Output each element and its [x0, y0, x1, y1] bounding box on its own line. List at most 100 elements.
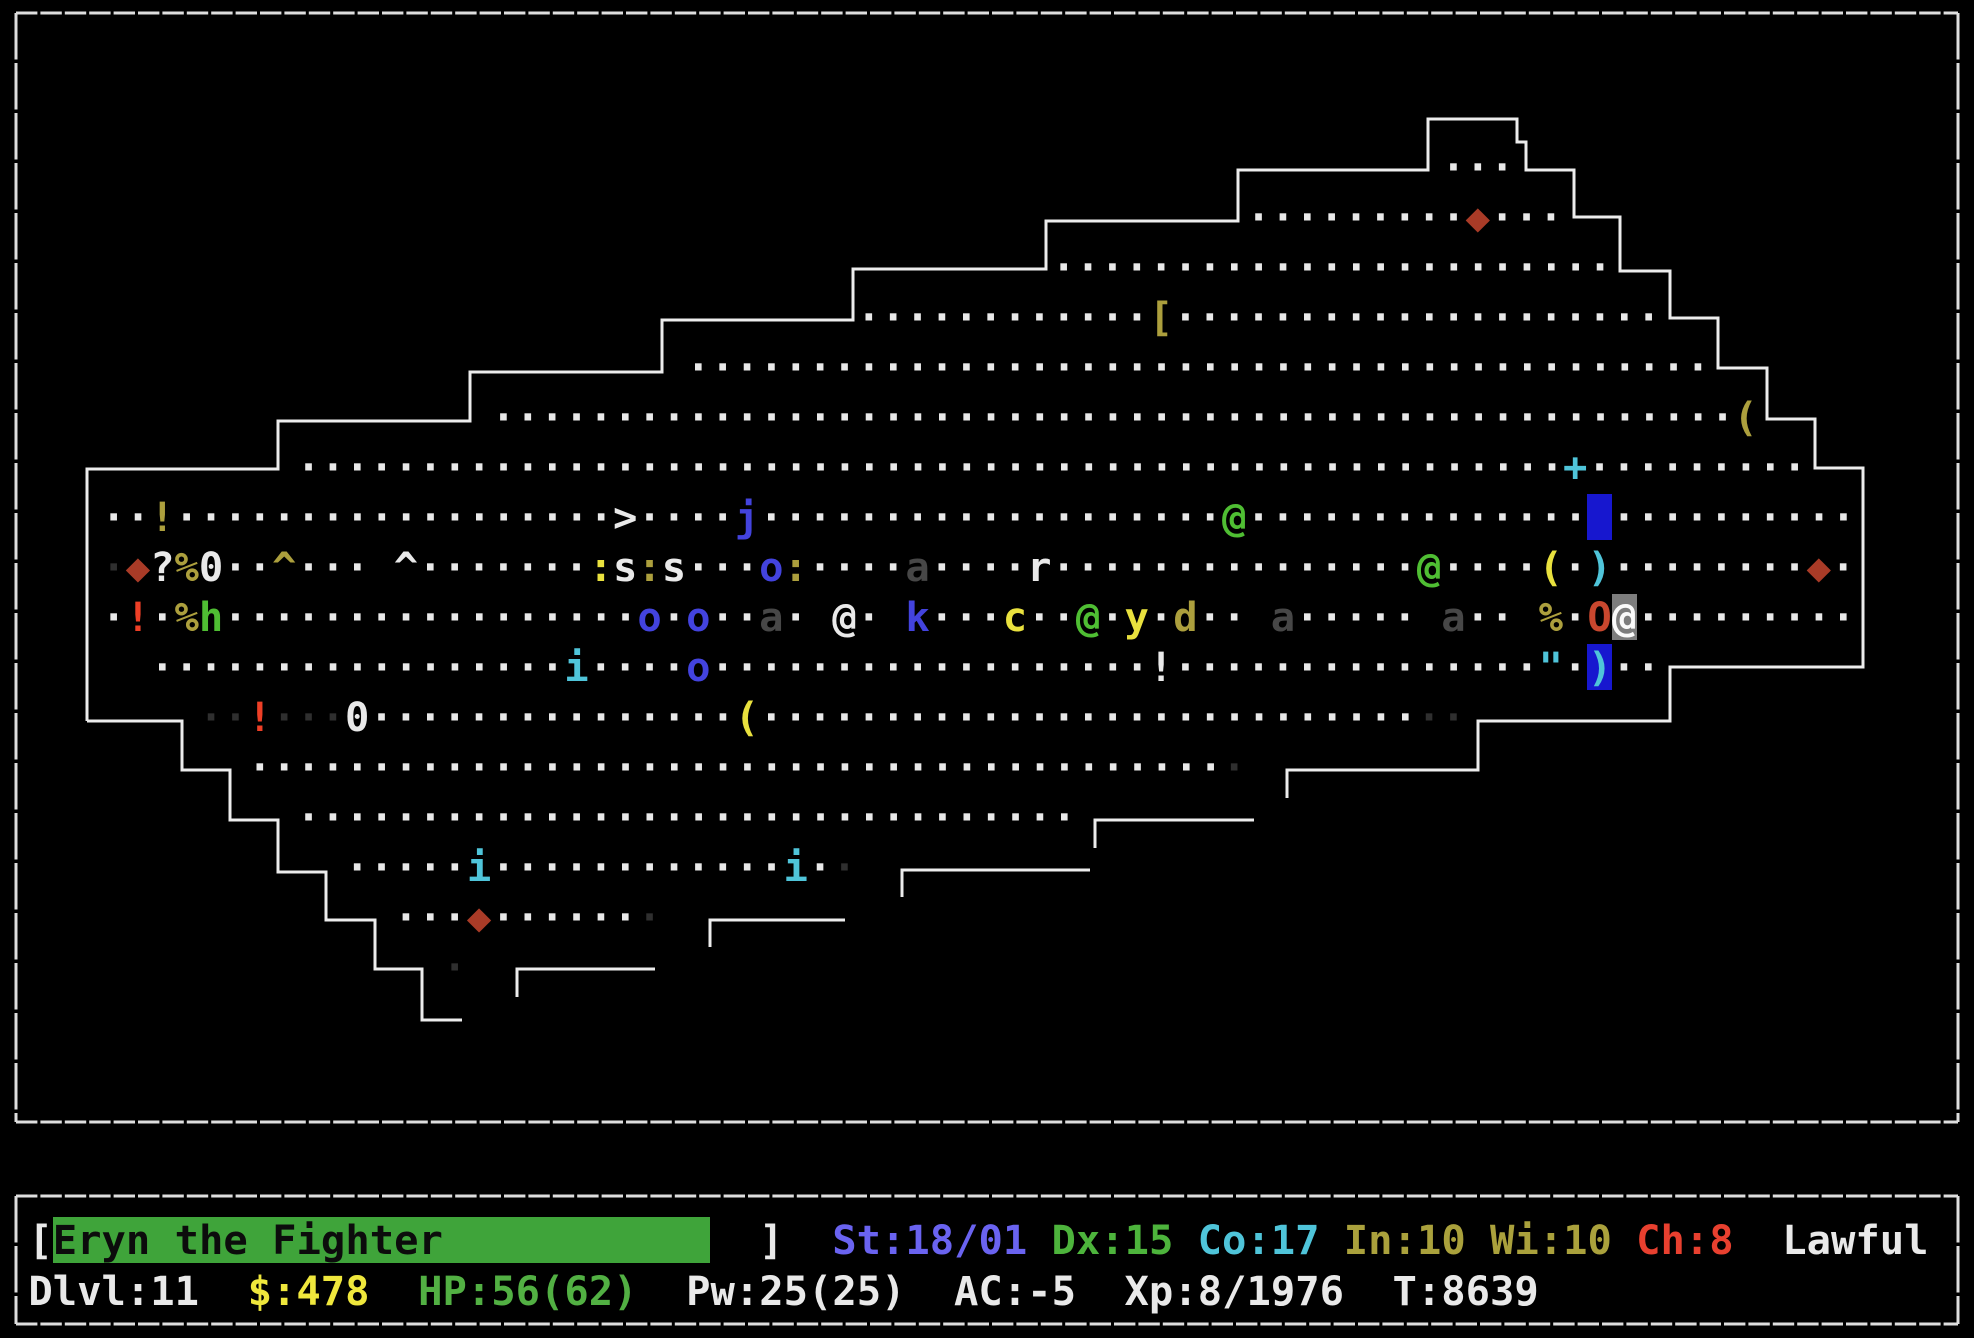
monster-ant: a	[1441, 593, 1466, 641]
armor-class: AC:-5	[954, 1267, 1076, 1315]
map-row: ········································…	[0, 392, 1974, 442]
food-item: %	[1538, 593, 1564, 641]
floor-dots: ·········	[1246, 193, 1466, 241]
map-row: ············[····················	[0, 292, 1974, 342]
floor-dots: ·····	[345, 843, 467, 891]
floor-dots: ··	[1197, 593, 1247, 641]
armor-item: [	[1148, 293, 1174, 341]
floor-dots: ····	[807, 543, 906, 591]
floor-dots: ···	[929, 593, 1003, 641]
floor-dots: ·	[101, 543, 126, 591]
gem-diamond: ◆	[1465, 193, 1490, 241]
floor-dots: ···············	[1051, 543, 1418, 591]
floor-dots: ································	[296, 793, 1077, 841]
floor-dots: ··	[1611, 643, 1661, 691]
floor-dots: ············	[491, 843, 784, 891]
floor-dots: ·	[150, 593, 175, 641]
floor-dots: ···	[296, 543, 370, 591]
trap: ^	[271, 543, 297, 591]
floor-dots: ···	[271, 693, 346, 741]
floor-dots: ···	[393, 893, 467, 941]
alignment: Lawful	[1782, 1216, 1929, 1264]
floor-dots: ·	[661, 593, 687, 641]
monster-lizard: :	[637, 543, 662, 591]
floor-dots: ·	[1148, 593, 1174, 641]
potion-item: !	[247, 693, 272, 741]
map-row: ···	[0, 142, 1974, 192]
monster-spider: s	[661, 543, 687, 591]
floor-dots: ··	[1465, 593, 1515, 641]
floor-dots: ····	[929, 543, 1028, 591]
potion-item: !	[125, 593, 151, 641]
floor-dots: ·	[1100, 593, 1125, 641]
floor-dots: ··················	[710, 643, 1150, 691]
dungeon-level: Dlvl:11	[28, 1267, 200, 1315]
floor-dots: ·	[807, 843, 833, 891]
floor-dots: ·	[637, 893, 662, 941]
floor-dots: ···············	[1173, 643, 1540, 691]
floor-dots: ····	[637, 493, 735, 541]
map-row: ········································…	[0, 742, 1974, 792]
floor-dots: ········································…	[491, 393, 1735, 441]
floor-dots: ·················	[223, 593, 638, 641]
experience: Xp:8/1976	[1124, 1267, 1344, 1315]
dungeon-wall	[85, 117, 1865, 798]
tool-item: (	[734, 693, 760, 741]
map-row: ··! ·················· > ···· j ·············…	[0, 492, 1974, 542]
bracket-open: [	[28, 1216, 53, 1264]
map-row: ··! ··· 0 ···············(·················…	[0, 692, 1974, 742]
monster-cockatrice: c	[1002, 593, 1028, 641]
dungeon-wall	[87, 719, 462, 1022]
floor-dots: ········	[1611, 543, 1807, 591]
monster-spider: s	[613, 543, 638, 591]
floor-dots: ··············	[1246, 493, 1588, 541]
floor-dots: ·······················	[1051, 243, 1613, 291]
tool-item: (	[1733, 393, 1758, 441]
iron-ball: 0	[345, 693, 370, 741]
floor-dots: ···	[1489, 193, 1564, 241]
map-row: ································	[0, 792, 1974, 842]
floor-dots: ····	[588, 643, 687, 691]
food-item: %	[174, 593, 199, 641]
monster-imp: i	[783, 843, 808, 891]
gem-diamond: ◆	[1806, 543, 1832, 591]
monster-human: @	[832, 593, 857, 641]
floor-dots: ··	[198, 693, 248, 741]
floor-dots: ·················	[150, 643, 565, 691]
floor-dots: ·········	[1587, 443, 1807, 491]
amulet-item: "	[1538, 643, 1564, 691]
dungeon-wall	[900, 868, 1090, 897]
status-line-2: Dlvl:11 $:478 HP:56(62) Pw:25(25) AC:-5 Xp:8/…	[0, 1266, 1974, 1316]
dungeon-wall	[515, 967, 655, 997]
floor-dots: ··················	[174, 493, 614, 541]
map-row: ········································…	[0, 342, 1974, 392]
map-row: ·······················	[0, 242, 1974, 292]
status-line-1: [] St:18/01 Dx:15 Co:17 In:10 Wi:10 Ch:8 Lawful	[0, 1215, 1974, 1265]
floor-dots: ·	[442, 943, 467, 991]
trap: ^	[393, 543, 419, 591]
iron-ball: 0	[198, 543, 224, 591]
floor-dots: ··	[101, 493, 151, 541]
potion-item: !	[1148, 643, 1174, 691]
floor-dots: ·········	[1636, 593, 1856, 641]
monster-human: @	[1222, 493, 1247, 541]
floor-dots: ······	[491, 893, 638, 941]
monster-light: y	[1124, 593, 1149, 641]
floor-dots: ···························	[759, 693, 1418, 741]
floor-dots: ·	[1222, 743, 1247, 791]
floor-dots: ·	[1563, 643, 1588, 691]
monster-lizard: :	[588, 543, 614, 591]
floor-dots: ········································	[247, 743, 1223, 791]
floor-dots: ····················	[1173, 293, 1661, 341]
hit-points: HP:56(62)	[418, 1267, 638, 1315]
monster-ant: a	[905, 543, 930, 591]
map-row: ················· i ···· o ·················…	[0, 642, 1974, 692]
monster-imp: i	[466, 843, 492, 891]
dungeon-wall	[708, 918, 845, 947]
turn-counter: T:8639	[1392, 1267, 1539, 1315]
stat-charisma: Ch:8	[1636, 1216, 1734, 1264]
player-cell: @	[1611, 593, 1637, 641]
map-row: ·! ·% h ················· o · o ·· a · @ · k ··· c ·· @ ·…	[0, 592, 1974, 642]
floor-dots: ···················	[759, 493, 1223, 541]
